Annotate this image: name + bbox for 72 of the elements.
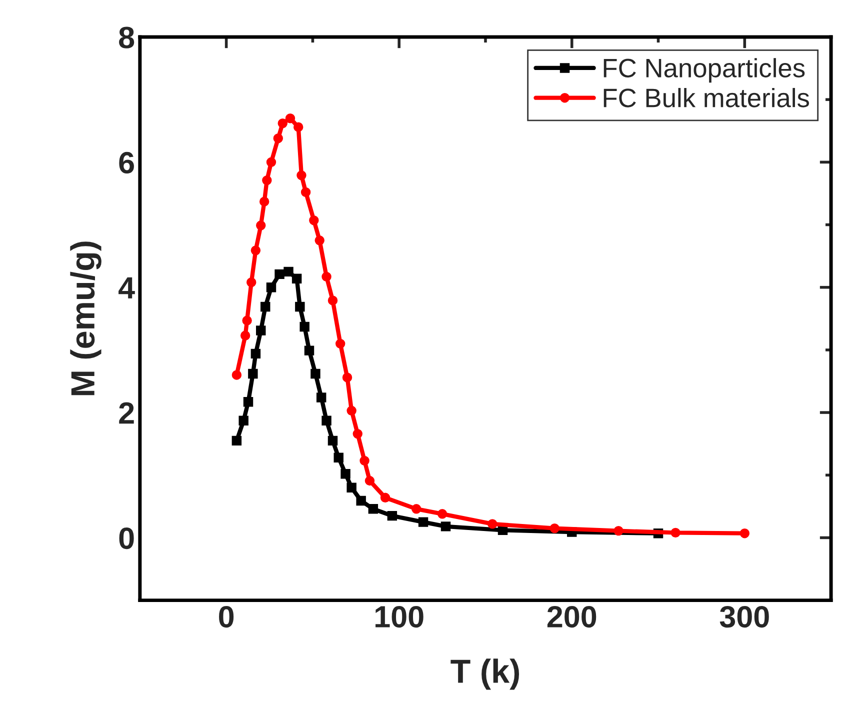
- y-axis-title: M (emu/g): [70, 242, 102, 396]
- point: [364, 476, 375, 486]
- point: [242, 316, 252, 326]
- point: [340, 469, 350, 479]
- point: [294, 122, 304, 132]
- y-tick-label: 8: [119, 26, 134, 48]
- y-tick-label: 6: [119, 152, 134, 174]
- point: [273, 134, 284, 144]
- point: [418, 517, 428, 527]
- point: [334, 452, 344, 462]
- point: [250, 246, 261, 256]
- point: [322, 416, 332, 426]
- point: [314, 236, 324, 246]
- point: [238, 416, 248, 426]
- point: [346, 482, 356, 492]
- point: [488, 519, 498, 529]
- x-tick-label: 0: [219, 606, 234, 628]
- point: [356, 496, 366, 506]
- point: [412, 504, 422, 514]
- point: [240, 330, 250, 340]
- point: [259, 196, 270, 206]
- x-tick-label: 300: [720, 606, 769, 628]
- point: [274, 269, 284, 280]
- point: [256, 220, 266, 230]
- point: [256, 326, 266, 336]
- point: [322, 272, 332, 282]
- point: [304, 346, 314, 356]
- x-axis-title: T (k): [450, 658, 520, 690]
- point: [670, 528, 680, 538]
- point: [328, 436, 338, 446]
- point: [300, 322, 310, 332]
- point: [248, 368, 258, 379]
- point: [440, 522, 451, 532]
- point: [250, 348, 261, 359]
- point: [278, 118, 288, 128]
- point: [380, 492, 390, 503]
- point: [342, 372, 352, 382]
- point: [335, 338, 346, 349]
- point: [246, 277, 256, 288]
- point: [550, 523, 560, 534]
- point: [284, 266, 294, 277]
- y-tick-label: 0: [119, 527, 134, 550]
- point: [368, 504, 378, 514]
- point: [266, 157, 276, 168]
- point: [614, 526, 624, 536]
- legend-label: FC Bulk materials: [604, 88, 809, 108]
- point: [262, 175, 272, 186]
- point: [328, 296, 338, 306]
- point: [360, 456, 370, 466]
- point: [346, 406, 356, 416]
- point: [285, 113, 296, 124]
- legend-label: FC Nanoparticles: [604, 58, 805, 83]
- point: [352, 428, 362, 439]
- point: [266, 282, 276, 292]
- y-tick-label: 4: [118, 277, 135, 298]
- point: [296, 170, 306, 180]
- x-tick-label: 200: [547, 606, 596, 628]
- point: [232, 370, 242, 380]
- point: [295, 302, 305, 312]
- point: [300, 187, 311, 198]
- point: [232, 436, 242, 446]
- point: [260, 302, 270, 312]
- point: [243, 397, 254, 407]
- point: [292, 274, 302, 284]
- point: [387, 510, 398, 521]
- point: [316, 392, 326, 402]
- point: [437, 509, 448, 519]
- point: [310, 368, 320, 379]
- y-tick-label: 2: [119, 402, 134, 424]
- point: [309, 216, 319, 226]
- x-tick-label: 100: [376, 606, 424, 628]
- point: [740, 528, 750, 538]
